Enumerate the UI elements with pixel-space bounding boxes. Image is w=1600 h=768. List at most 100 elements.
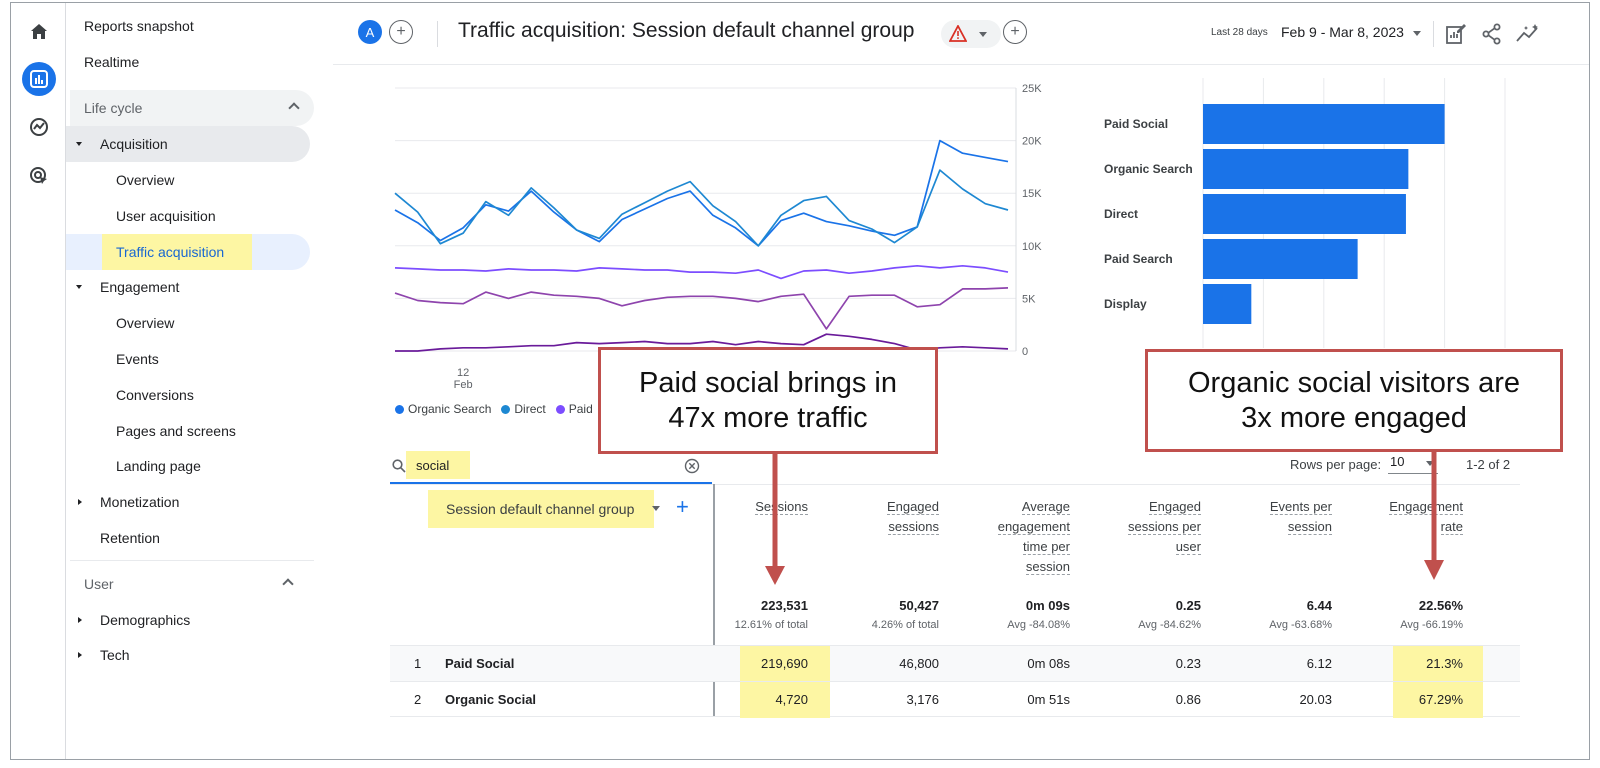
nav-user-acquisition[interactable]: User acquisition	[116, 198, 216, 234]
nav-label: Demographics	[100, 612, 191, 628]
highlight-sessions	[740, 646, 830, 682]
comparison-avatar[interactable]: A	[358, 20, 382, 44]
bar	[1203, 149, 1409, 189]
column-header-events-per-session[interactable]: Events per session	[1230, 497, 1332, 537]
callout-organic-social: Organic social visitors are 3x more engag…	[1145, 349, 1563, 452]
nav-pages-and-screens[interactable]: Pages and screens	[116, 413, 236, 449]
search-input[interactable]	[410, 453, 590, 477]
advertising-icon[interactable]	[22, 159, 56, 193]
chevron-up-icon[interactable]	[282, 578, 294, 590]
nav-label: Events	[116, 351, 159, 367]
insights-icon[interactable]	[1515, 23, 1541, 45]
total-events-per-session: 6.44 Avg -63.68%	[1230, 598, 1332, 631]
column-header-text: Engaged	[886, 499, 939, 515]
data-quality-button[interactable]	[941, 20, 1001, 48]
bar-chart-labels: Paid Social Organic Search Direct Paid Sear…	[1104, 117, 1193, 311]
nav-eng-overview[interactable]: Overview	[116, 305, 174, 341]
nav-label: Acquisition	[100, 136, 168, 152]
table-search	[390, 448, 712, 484]
dimension-selector[interactable]: Session default channel group	[428, 490, 654, 528]
column-header-text: sessions per	[1128, 519, 1201, 535]
reports-icon[interactable]	[22, 62, 56, 96]
caret-down-icon[interactable]	[652, 506, 660, 511]
line-series-path	[394, 287, 1009, 330]
nav-landing-page[interactable]: Landing page	[116, 448, 201, 484]
nav-demographics[interactable]: Demographics	[78, 602, 191, 638]
nav-label: User acquisition	[116, 208, 216, 224]
legend-label: Direct	[514, 402, 546, 416]
cell-avg-engagement-time: 0m 08s	[1027, 656, 1070, 671]
legend-item[interactable]: Paid	[555, 402, 593, 416]
callout-text: Paid social brings in	[639, 366, 897, 399]
clear-search-icon[interactable]	[684, 458, 700, 474]
nav-retention[interactable]: Retention	[100, 520, 160, 556]
total-sub: 4.26% of total	[871, 619, 939, 631]
date-preset-label: Last 28 days	[1211, 27, 1268, 38]
column-header-text: time per	[1023, 539, 1070, 555]
caret-down-icon	[979, 32, 987, 37]
column-header-text: engagement	[997, 519, 1070, 535]
section-lifecycle[interactable]: Life cycle	[70, 90, 314, 126]
nav-conversions[interactable]: Conversions	[116, 377, 194, 413]
cell-avg-engagement-time: 0m 51s	[1027, 692, 1070, 707]
total-value: 50,427	[899, 598, 939, 613]
cell-events-per-session: 6.12	[1306, 656, 1332, 671]
dimension-label: Session default channel group	[446, 501, 635, 517]
section-user[interactable]: User	[84, 566, 114, 602]
nav-engagement[interactable]: Engagement	[76, 269, 179, 305]
nav-acquisition[interactable]: Acquisition	[76, 126, 168, 162]
add-card-button[interactable]: +	[1003, 20, 1027, 44]
home-icon[interactable]	[22, 15, 56, 49]
legend-item[interactable]: Direct	[501, 402, 546, 416]
column-header-sessions[interactable]: Sessions	[720, 497, 808, 517]
date-range-picker[interactable]: Feb 9 - Mar 8, 2023	[1281, 24, 1404, 40]
nav-acq-overview[interactable]: Overview	[116, 162, 174, 198]
nav-label: Conversions	[116, 387, 194, 403]
legend-label: Paid	[568, 402, 593, 416]
nav-reports-snapshot[interactable]: Reports snapshot	[84, 8, 194, 44]
plus-icon: +	[396, 23, 406, 40]
nav-label: Tech	[100, 647, 130, 663]
share-icon[interactable]	[1481, 23, 1503, 45]
add-dimension-button[interactable]: +	[676, 494, 689, 519]
explore-icon[interactable]	[22, 110, 56, 144]
customize-report-icon[interactable]	[1445, 23, 1467, 45]
nav-monetization[interactable]: Monetization	[78, 484, 179, 520]
column-header-engaged-sessions-per-user[interactable]: Engaged sessions per user	[1090, 497, 1201, 557]
legend-dot	[395, 405, 404, 414]
add-comparison-button[interactable]: +	[389, 20, 413, 44]
x-tick-label: 12	[457, 367, 469, 379]
caret-down-icon	[1426, 461, 1434, 466]
highlight-engagement-rate	[1393, 682, 1483, 718]
column-header-text: Sessions	[755, 499, 808, 515]
column-header-avg-engagement-time[interactable]: Average engagement time per session	[960, 497, 1070, 577]
table-row[interactable]: 1 Paid Social 219,690 46,800 0m 08s 0.23…	[390, 645, 1520, 682]
table-row[interactable]: 2 Organic Social 4,720 3,176 0m 51s 0.86…	[390, 681, 1520, 718]
total-value: 223,531	[761, 598, 808, 613]
warning-icon	[949, 25, 967, 42]
caret-right-icon	[78, 617, 82, 623]
y-tick-label: 5K	[1022, 293, 1036, 305]
nav-label: Landing page	[116, 458, 201, 474]
nav-tech[interactable]: Tech	[78, 637, 130, 673]
divider	[1433, 21, 1434, 47]
section-label: User	[84, 576, 114, 592]
nav-realtime[interactable]: Realtime	[84, 44, 139, 80]
cell-engaged-sessions: 3,176	[906, 692, 939, 707]
acquisition-row-bg	[66, 126, 310, 162]
rows-per-page-select[interactable]: 10	[1388, 454, 1438, 474]
line-chart-series	[394, 139, 1009, 352]
cell-sessions: 219,690	[761, 656, 808, 671]
line-series-path	[394, 169, 1009, 247]
column-header-engagement-rate[interactable]: Engagement rate	[1360, 497, 1463, 537]
page-title: Traffic acquisition: Session default cha…	[458, 19, 915, 42]
total-sessions: 223,531 12.61% of total	[720, 598, 808, 631]
nav-events[interactable]: Events	[116, 341, 159, 377]
legend-item[interactable]: Organic Search	[395, 402, 491, 416]
nav-traffic-acquisition[interactable]: Traffic acquisition	[116, 234, 224, 270]
caret-down-icon[interactable]	[1413, 31, 1421, 36]
highlight-traffic-acquisition	[102, 234, 252, 270]
column-header-engaged-sessions[interactable]: Engaged sessions	[840, 497, 939, 537]
rows-per-page-label: Rows per page:	[1290, 457, 1382, 472]
